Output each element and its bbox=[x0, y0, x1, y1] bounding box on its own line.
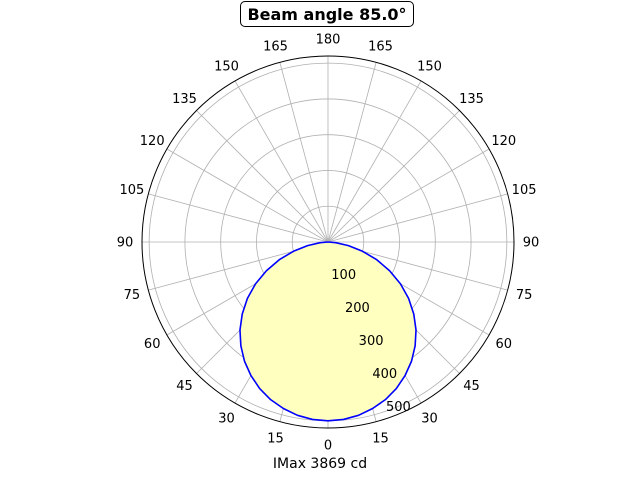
angle-tick-label: 105 bbox=[119, 183, 144, 198]
angle-tick-label: 165 bbox=[368, 39, 393, 54]
angle-tick-label: 75 bbox=[516, 288, 533, 303]
radial-tick-label: 500 bbox=[386, 400, 411, 415]
grid-spoke bbox=[327, 193, 508, 243]
grid-spoke bbox=[327, 62, 377, 243]
radial-tick-label: 400 bbox=[372, 367, 397, 382]
grid-spoke bbox=[196, 110, 329, 243]
radial-tick-label: 300 bbox=[359, 334, 384, 349]
grid-spoke bbox=[327, 148, 490, 243]
angle-tick-label: 150 bbox=[214, 60, 239, 75]
angle-tick-labels: 0 15 30 45 60 75 90 105 120 135 150 165 180 165 150 135… bbox=[117, 33, 540, 454]
angle-tick-label: 180 bbox=[316, 33, 341, 48]
radial-tick-label: 200 bbox=[345, 301, 370, 316]
data-layer bbox=[239, 241, 417, 422]
angle-tick-label: 120 bbox=[140, 134, 165, 149]
angle-tick-label: 150 bbox=[417, 60, 442, 75]
grid-spoke bbox=[327, 110, 460, 243]
outer-circle bbox=[141, 55, 515, 429]
angle-tick-label: 45 bbox=[463, 379, 480, 394]
angle-tick-label: 30 bbox=[421, 411, 438, 426]
angle-tick-label: 165 bbox=[263, 39, 288, 54]
angle-tick-label: 0 bbox=[324, 439, 332, 454]
polar-frame bbox=[141, 55, 515, 429]
angle-tick-label: 90 bbox=[523, 236, 540, 251]
angle-tick-label: 15 bbox=[372, 432, 389, 447]
chart-title: Beam angle 85.0° bbox=[240, 1, 414, 27]
angle-tick-label: 105 bbox=[512, 183, 537, 198]
angle-tick-label: 135 bbox=[459, 92, 484, 107]
grid-spoke bbox=[234, 80, 329, 243]
grid-spoke bbox=[148, 193, 329, 243]
angle-tick-label: 135 bbox=[172, 92, 197, 107]
angle-tick-label: 90 bbox=[117, 236, 134, 251]
angle-tick-label: 45 bbox=[176, 379, 193, 394]
angle-tick-label: 120 bbox=[491, 134, 516, 149]
grid-spoke bbox=[166, 148, 329, 243]
series-line bbox=[239, 241, 417, 422]
angle-tick-label: 60 bbox=[496, 337, 513, 352]
angle-tick-label: 30 bbox=[218, 411, 235, 426]
angle-tick-label: 15 bbox=[267, 432, 284, 447]
angle-tick-label: 75 bbox=[124, 288, 141, 303]
grid-spoke bbox=[327, 80, 422, 243]
radial-tick-label: 100 bbox=[331, 268, 356, 283]
angle-tick-label: 60 bbox=[144, 337, 161, 352]
grid-spoke bbox=[279, 62, 329, 243]
series-fill bbox=[239, 242, 417, 421]
radial-tick-labels: 100 200 300 400 500 bbox=[331, 268, 411, 415]
x-axis-label: IMax 3869 cd bbox=[272, 456, 368, 472]
